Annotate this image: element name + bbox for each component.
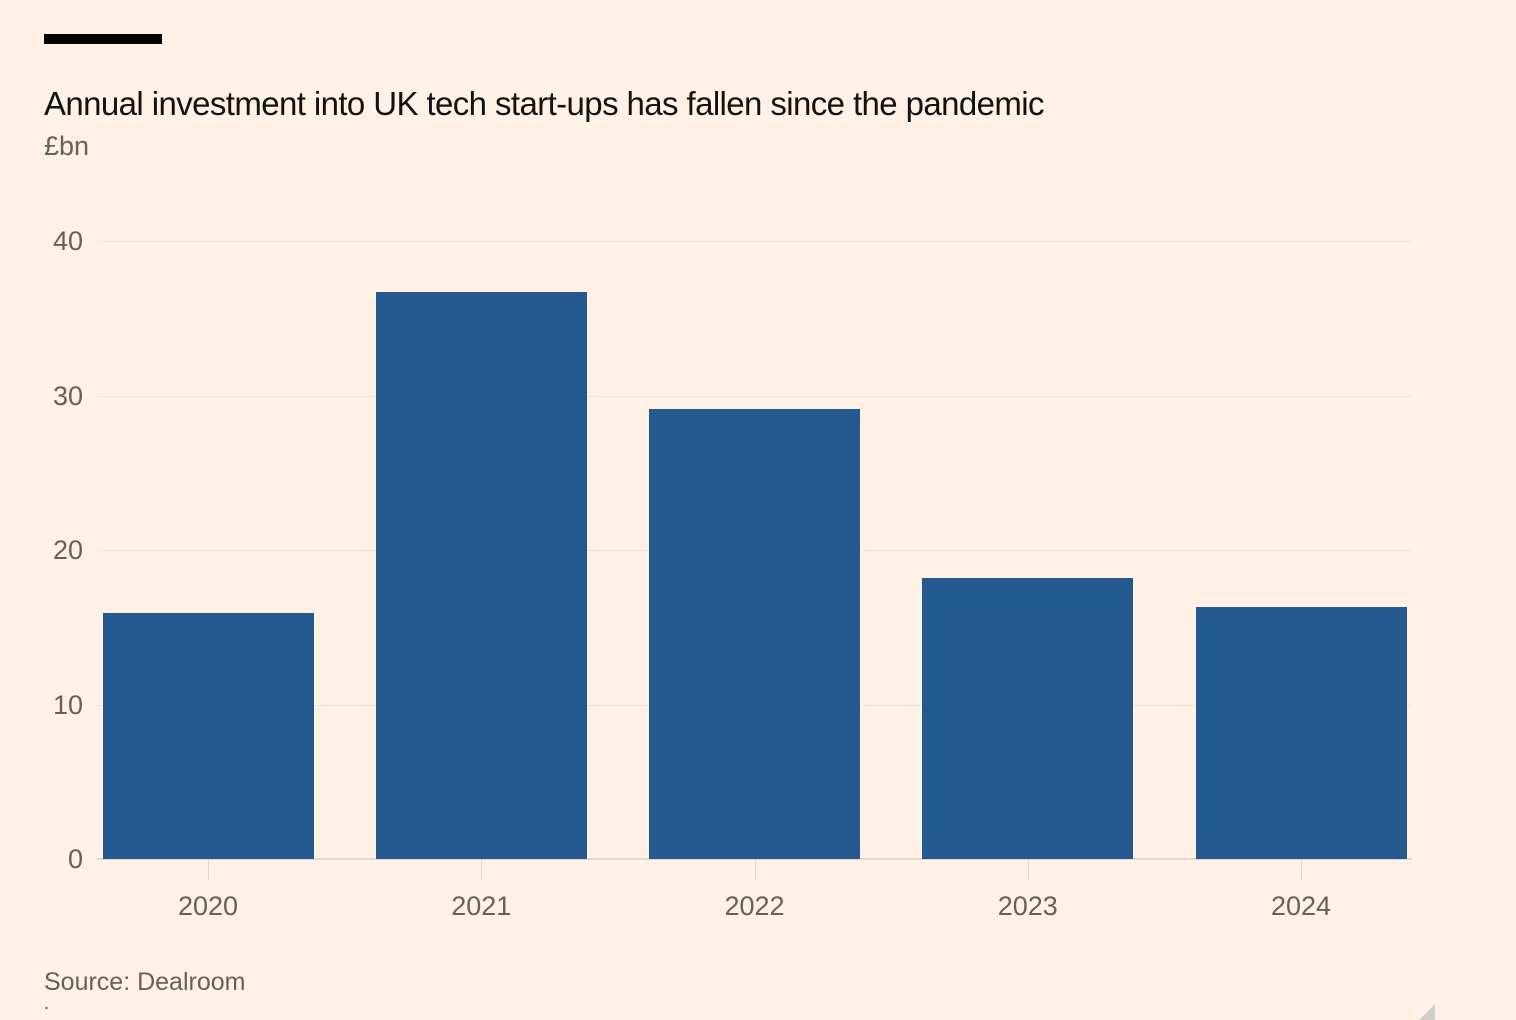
chart-unit-label: £bn	[44, 131, 90, 161]
y-tick-label: 10	[52, 689, 83, 720]
y-tick-label: 30	[52, 380, 83, 411]
x-tick-mark	[481, 859, 483, 880]
x-tick-mark	[1301, 859, 1302, 880]
bar-2023	[922, 577, 1134, 859]
x-tick-mark	[1027, 859, 1029, 880]
ft-top-rule	[44, 34, 162, 44]
bar-2021	[375, 292, 587, 859]
bar-2022	[649, 409, 860, 859]
chart-title: Annual investment into UK tech start-ups…	[44, 85, 1045, 123]
y-gridline	[97, 241, 1412, 242]
y-tick-label: 0	[67, 844, 83, 874]
x-tick-mark	[208, 859, 209, 880]
y-gridline	[97, 395, 1412, 397]
x-tick-label: 2023	[997, 891, 1058, 921]
bar-2020	[102, 613, 314, 859]
x-tick-label: 2022	[724, 891, 785, 921]
x-tick-label: 2024	[1270, 891, 1332, 921]
bar-2024	[1195, 607, 1407, 859]
plot-area: 0 10 20 30 40 2020 2021 2022 2023 2024	[53, 226, 1412, 921]
y-tick-label: 20	[52, 535, 83, 565]
y-tick-label: 40	[52, 226, 83, 256]
x-tick-mark	[754, 859, 756, 880]
resize-handle-icon[interactable]	[1419, 1004, 1435, 1020]
source-credit: Source: Dealroom	[44, 968, 246, 996]
cropped-text-fragment: .	[44, 996, 50, 1010]
x-tick-label: 2021	[451, 891, 512, 921]
x-tick-label: 2020	[177, 891, 239, 921]
